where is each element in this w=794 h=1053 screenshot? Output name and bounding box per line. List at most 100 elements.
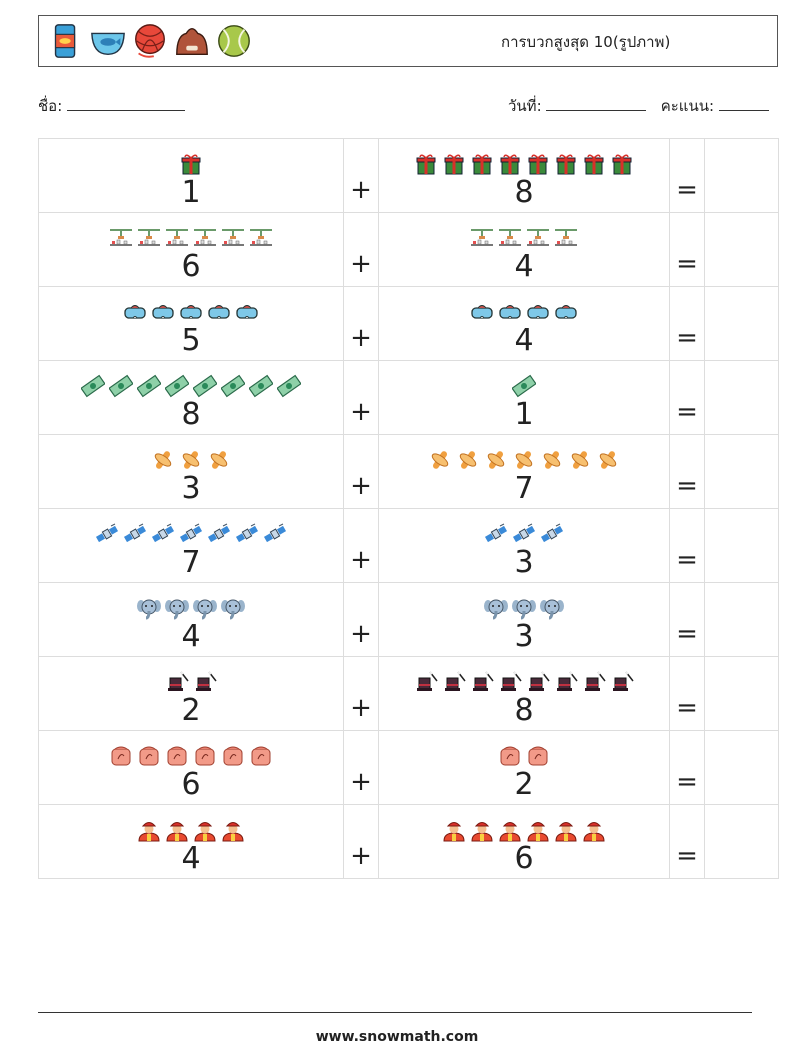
banknote-icon [137,374,161,398]
answer-cell[interactable] [704,360,779,435]
plus-sign: + [350,767,372,797]
lab-bench-icon [471,229,493,246]
lab-bench-icon [499,229,521,246]
pacifier-icon [182,451,200,469]
addend-b-cell: 4 [378,212,670,287]
firefighter-icon [138,822,160,842]
firefighter-icon [166,822,188,842]
problem-row: 6 +4 = [38,212,779,287]
firefighter-icon [443,822,465,842]
magic-hat-icon [557,671,578,691]
addend-b-cell: 8 [378,656,670,731]
gift-icon [612,154,632,175]
equals-cell: = [669,434,705,509]
satellite-icon [235,523,259,543]
gift-icon [416,154,436,175]
plus-cell: + [343,434,379,509]
lab-bench-icon [194,229,216,246]
plus-cell: + [343,138,379,213]
date-blank[interactable] [546,96,647,111]
addend-b: 3 [514,619,534,654]
answer-cell[interactable] [704,286,779,361]
yarn-ball-icon [135,24,165,58]
name-label: ชื่อ: [38,97,63,115]
score-blank[interactable] [718,96,769,111]
fish-bowl-icon [91,32,125,56]
plus-cell: + [343,656,379,731]
equals-cell: = [669,656,705,731]
header-icons [47,21,253,61]
answer-cell[interactable] [704,730,779,805]
satellite-icon [484,523,508,543]
equals-sign: = [676,175,698,205]
problem-row: 7 +3 = [38,508,779,583]
icon-group-b [379,448,669,474]
magic-hat-icon [417,671,438,691]
equals-sign: = [676,767,698,797]
icon-group-b [379,152,669,178]
banknote-icon [165,374,189,398]
banknote-icon [512,374,536,398]
problem-row: 2 +8 = [38,656,779,731]
firefighter-icon [471,822,493,842]
icon-group-b [379,300,669,326]
pumpkin-face-icon [251,746,271,766]
plus-sign: + [350,545,372,575]
name-blank[interactable] [67,96,186,111]
icon-group-b [379,670,669,696]
banknote-icon [221,374,245,398]
banknote-icon [277,374,301,398]
addend-b: 8 [514,693,534,728]
magic-hat-icon [501,671,522,691]
addend-a-cell: 4 [38,804,344,879]
equals-cell: = [669,286,705,361]
plus-sign: + [350,841,372,871]
lab-bench-icon [222,229,244,246]
lab-bench-icon [527,229,549,246]
plus-cell: + [343,582,379,657]
banknote-icon [249,374,273,398]
answer-cell[interactable] [704,138,779,213]
icon-group-b [379,744,669,770]
addend-b: 6 [514,841,534,876]
firefighter-icon [527,822,549,842]
icon-group-a [39,300,343,326]
addend-a-cell: 4 [38,582,344,657]
plus-cell: + [343,212,379,287]
answer-cell[interactable] [704,656,779,731]
addend-a: 4 [181,841,201,876]
icon-group-a [39,744,343,770]
equals-sign: = [676,841,698,871]
equals-cell: = [669,212,705,287]
answer-cell[interactable] [704,434,779,509]
addend-a: 6 [181,249,201,284]
addend-b: 1 [514,397,534,432]
addend-b-cell: 8 [378,138,670,213]
lab-bench-icon [138,229,160,246]
equals-sign: = [676,619,698,649]
icon-group-b [379,374,669,400]
equals-cell: = [669,138,705,213]
pumpkin-face-icon [195,746,215,766]
answer-cell[interactable] [704,804,779,879]
magic-hat-icon [473,671,494,691]
score-label: คะแนน: [660,97,715,115]
elephant-icon [512,599,536,620]
firefighter-icon [499,822,521,842]
icon-group-a [39,522,343,548]
equals-sign: = [676,693,698,723]
answer-cell[interactable] [704,508,779,583]
answer-cell[interactable] [704,212,779,287]
firefighter-icon [583,822,605,842]
answer-cell[interactable] [704,582,779,657]
equals-sign: = [676,323,698,353]
problem-row: 4 +6 = [38,804,779,879]
pumpkin-face-icon [223,746,243,766]
pumpkin-face-icon [528,746,548,766]
satellite-icon [263,523,287,543]
satellite-icon [95,523,119,543]
addend-b-cell: 6 [378,804,670,879]
footer-divider [38,1012,752,1013]
addend-a-cell: 5 [38,286,344,361]
date-score-field: วันที่: คะแนน: [508,94,769,118]
